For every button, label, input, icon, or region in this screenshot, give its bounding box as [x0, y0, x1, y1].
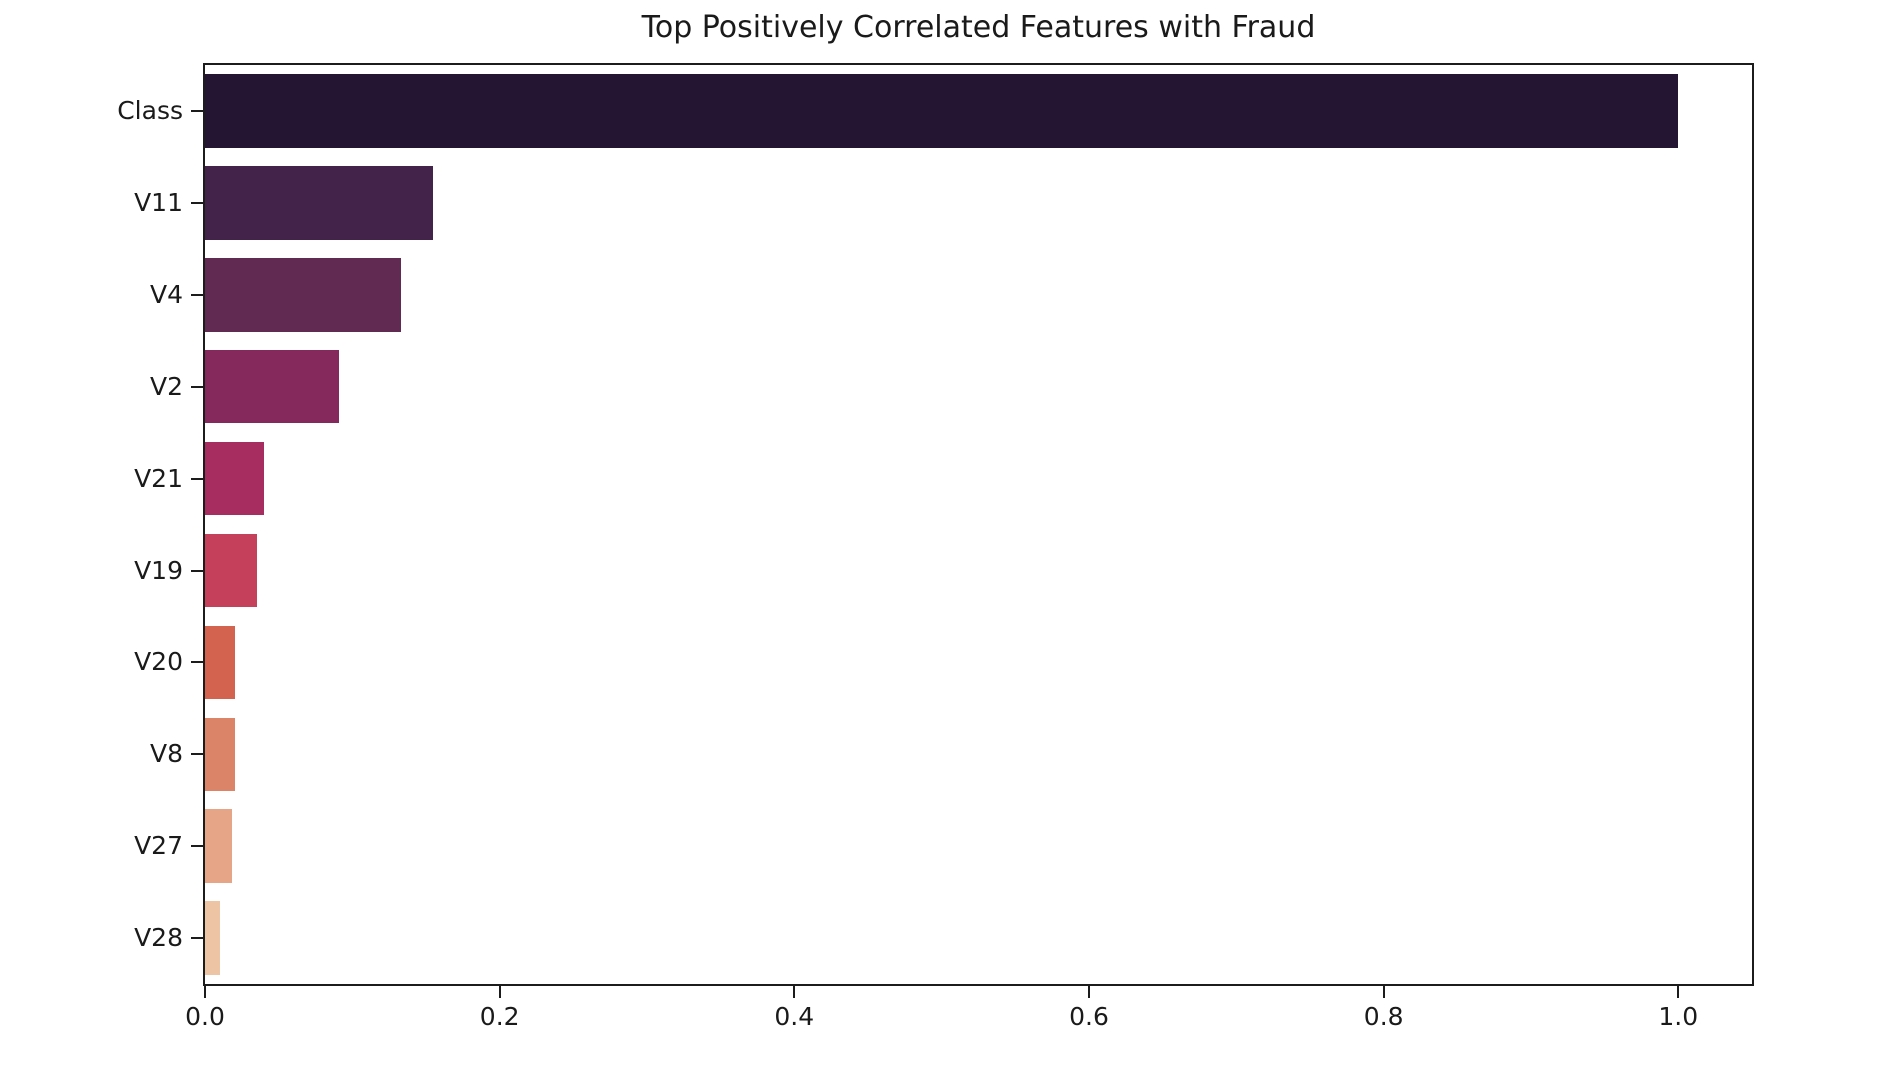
ytick-label-v8: V8 — [149, 739, 183, 769]
bar-v19 — [205, 533, 257, 608]
ytick-mark-v27 — [191, 845, 203, 848]
ytick-mark-v28 — [191, 937, 203, 940]
bar-v2 — [205, 349, 340, 424]
xtick-label-1.0: 1.0 — [1658, 1002, 1699, 1031]
ytick-label-v27: V27 — [134, 831, 183, 861]
ytick-mark-v19 — [191, 569, 203, 572]
ytick-label-v20: V20 — [134, 647, 183, 677]
ytick-label-v2: V2 — [149, 371, 183, 401]
bar-v27 — [205, 809, 232, 883]
ytick-mark-v2 — [191, 385, 203, 388]
bar-v28 — [205, 901, 220, 975]
xtick-label-0.8: 0.8 — [1363, 1002, 1404, 1031]
ytick-mark-v4 — [191, 293, 203, 296]
bar-v11 — [205, 166, 434, 240]
xtick-label-0.0: 0.0 — [185, 1002, 225, 1031]
bar-class — [205, 74, 1679, 148]
xtick-mark-0.6 — [1088, 986, 1090, 998]
bar-v4 — [205, 258, 401, 332]
xtick-mark-1.0 — [1677, 986, 1680, 998]
ytick-label-v19: V19 — [134, 555, 183, 585]
chart-title: Top Positively Correlated Features with … — [641, 10, 1316, 45]
ytick-mark-v8 — [191, 753, 203, 756]
ytick-label-v28: V28 — [134, 923, 183, 953]
ytick-mark-v21 — [191, 477, 203, 480]
ytick-mark-v20 — [191, 661, 203, 664]
xtick-mark-0.0 — [204, 986, 206, 998]
xtick-mark-0.4 — [793, 986, 796, 998]
ytick-mark-v11 — [191, 201, 203, 204]
xtick-mark-0.2 — [498, 986, 501, 998]
xtick-mark-0.8 — [1382, 986, 1385, 998]
bar-v8 — [205, 717, 235, 791]
bar-v21 — [205, 441, 264, 516]
ytick-label-class: Class — [117, 96, 183, 125]
plot-area — [203, 63, 1754, 986]
xtick-label-0.4: 0.4 — [774, 1002, 815, 1031]
bar-v20 — [205, 625, 235, 700]
xtick-label-0.2: 0.2 — [479, 1002, 520, 1031]
xtick-label-0.6: 0.6 — [1069, 1002, 1109, 1031]
ytick-label-v4: V4 — [149, 279, 183, 309]
ytick-label-v11: V11 — [134, 187, 183, 217]
ytick-mark-class — [191, 110, 203, 112]
ytick-label-v21: V21 — [134, 463, 183, 493]
